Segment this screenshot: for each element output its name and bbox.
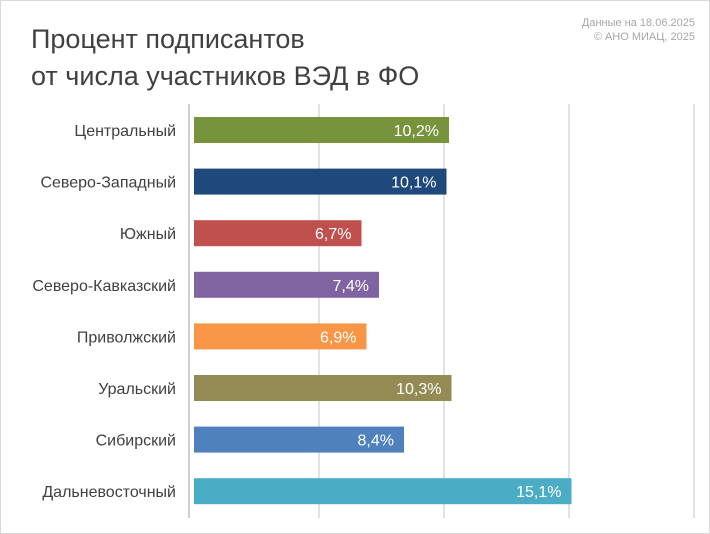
data-date: Данные на 18.06.2025: [581, 17, 695, 29]
bar: [194, 220, 362, 247]
category-label: Северо-Кавказский: [32, 278, 176, 295]
bar: [194, 375, 452, 401]
bar-value-label: 15,1%: [516, 484, 561, 501]
bar: [194, 271, 379, 298]
chart-title: Процент подписантов от числа участников …: [31, 21, 551, 95]
bars: 10,2% 10,1% 6,7% 7,4% 6,9% 10,3% 8,4% 15,1%: [194, 117, 572, 505]
bar-value-label: 8,4%: [358, 433, 394, 450]
category-label: Сибирский: [96, 433, 176, 450]
category-label: Северо-Западный: [40, 175, 176, 192]
category-label: Уральский: [98, 381, 176, 398]
category-label: Дальневосточный: [42, 484, 176, 501]
category-label: Приволжский: [77, 329, 176, 346]
bar-value-label: 6,9%: [320, 329, 356, 346]
category-label: Центральный: [74, 123, 176, 140]
bar: [194, 168, 447, 195]
bar: [194, 426, 404, 453]
gridlines: [188, 104, 695, 518]
chart-title-line-1: Процент подписантов: [31, 24, 305, 54]
bar: [194, 117, 449, 143]
bar-value-label: 10,3%: [396, 381, 441, 398]
bar-value-label: 10,2%: [394, 123, 439, 140]
bar-value-label: 10,1%: [391, 175, 436, 192]
bar: [194, 323, 367, 350]
source-note: Данные на 18.06.2025 © АНО МИАЦ, 2025: [582, 16, 695, 44]
bar-value-label: 7,4%: [333, 278, 369, 295]
category-label: Южный: [120, 226, 176, 243]
copyright-note: © АНО МИАЦ, 2025: [593, 31, 695, 43]
category-labels: Центральный Северо-Западный Южный Северо-Ка…: [32, 123, 176, 501]
bar-value-label: 6,7%: [315, 226, 351, 243]
bar: [194, 478, 572, 505]
chart-title-line-2: от числа участников ВЭД в ФО: [31, 61, 420, 91]
